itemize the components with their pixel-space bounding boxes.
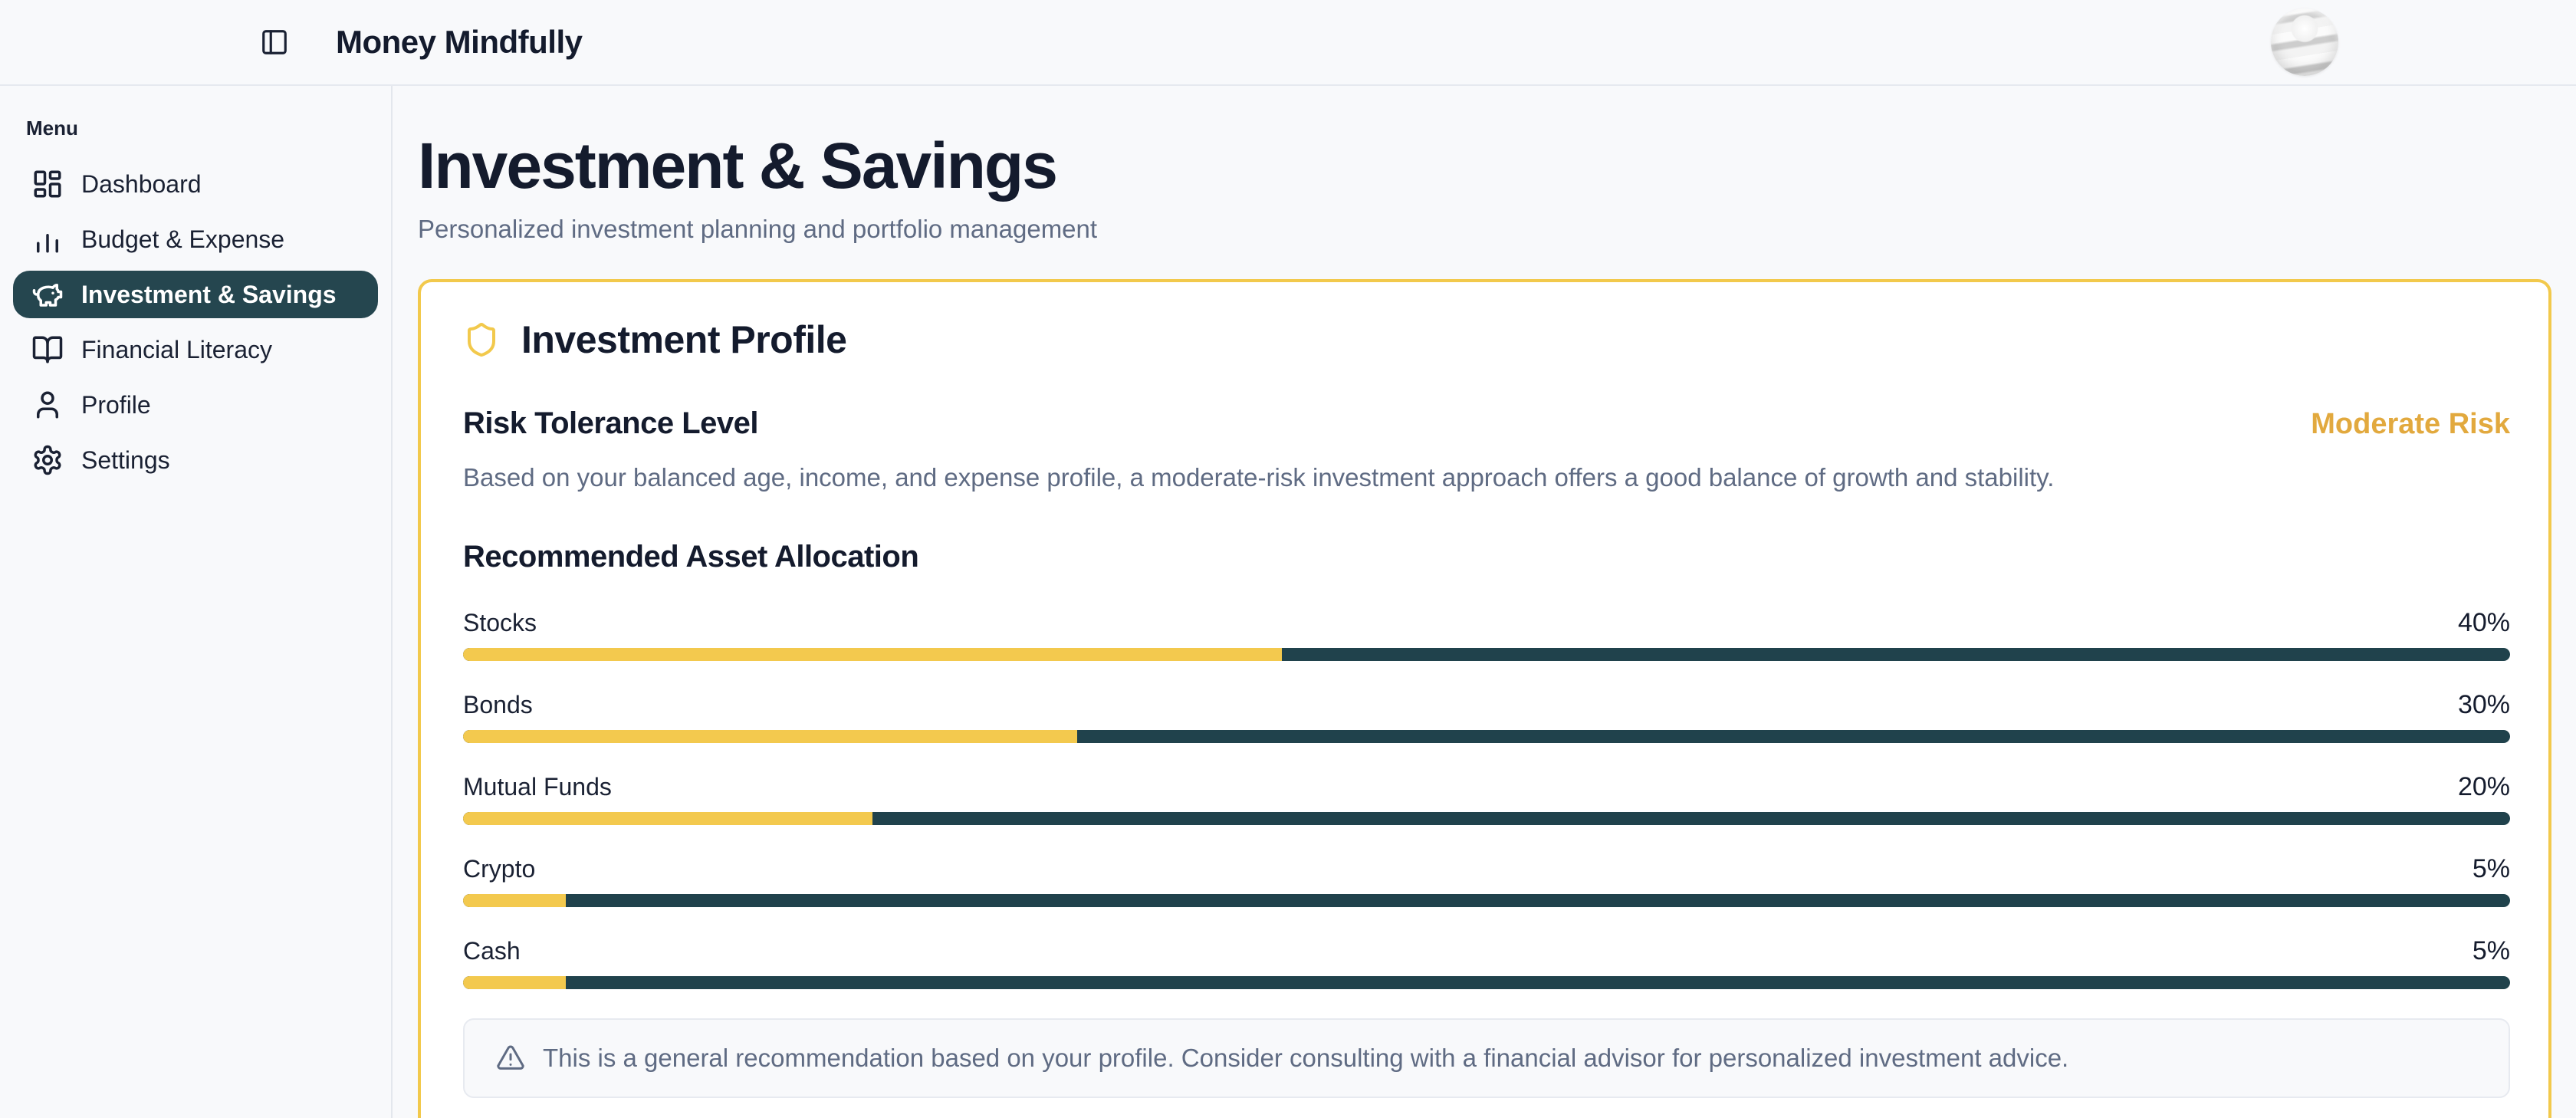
allocation-percent: 40%	[2457, 607, 2510, 637]
risk-level-badge: Moderate Risk	[2311, 408, 2510, 441]
panel-left-icon	[260, 28, 289, 57]
avatar[interactable]	[2271, 8, 2338, 76]
allocation-bar-track	[463, 647, 2510, 661]
allocation-bar-fill	[463, 647, 1282, 661]
gear-icon	[31, 444, 64, 476]
allocation-percent: 5%	[2472, 936, 2510, 965]
allocation-row: Crypto 5%	[463, 854, 2510, 907]
risk-description: Based on your balanced age, income, and …	[463, 463, 2055, 492]
allocation-bar-fill	[463, 975, 566, 989]
sidebar-item-label: Settings	[81, 446, 170, 474]
allocation-list: Stocks 40% Bonds 30% Mutual Funds 20% Cr…	[463, 608, 2510, 989]
user-icon	[31, 389, 64, 421]
allocation-row: Stocks 40%	[463, 608, 2510, 661]
allocation-heading: Recommended Asset Allocation	[463, 539, 919, 574]
allocation-bar-fill	[463, 893, 566, 907]
investment-profile-card: Investment Profile Risk Tolerance Level …	[418, 279, 2551, 1118]
risk-tolerance-row: Risk Tolerance Level Moderate Risk	[463, 406, 2510, 441]
allocation-bar-track	[463, 893, 2510, 907]
disclaimer-box: This is a general recommendation based o…	[463, 1018, 2510, 1098]
allocation-row: Bonds 30%	[463, 690, 2510, 743]
allocation-row: Mutual Funds 20%	[463, 772, 2510, 825]
card-header: Investment Profile	[463, 317, 2510, 362]
warning-triangle-icon	[495, 1043, 526, 1074]
sidebar-item-label: Budget & Expense	[81, 225, 285, 253]
sidebar-item-label: Profile	[81, 390, 151, 419]
allocation-percent: 30%	[2457, 689, 2510, 719]
allocation-bar-track	[463, 811, 2510, 825]
sidebar-item-label: Dashboard	[81, 169, 202, 198]
allocation-bar-track	[463, 975, 2510, 989]
allocation-label: Crypto	[463, 854, 536, 883]
dashboard-grid-icon	[31, 168, 64, 200]
sidebar-item-settings[interactable]: Settings	[13, 436, 378, 484]
card-title: Investment Profile	[521, 318, 847, 362]
sidebar-item-investment-savings[interactable]: Investment & Savings	[13, 271, 378, 318]
sidebar-item-budget-expense[interactable]: Budget & Expense	[13, 215, 378, 263]
allocation-percent: 20%	[2457, 771, 2510, 801]
sidebar-item-profile[interactable]: Profile	[13, 381, 378, 429]
open-book-icon	[31, 334, 64, 366]
sidebar: Menu Dashboard Budget & Expense Investme…	[0, 86, 393, 1118]
allocation-bar-fill	[463, 729, 1077, 743]
page-subtitle: Personalized investment planning and por…	[418, 215, 1098, 244]
allocation-bar-fill	[463, 811, 872, 825]
sidebar-item-financial-literacy[interactable]: Financial Literacy	[13, 326, 378, 373]
bar-chart-icon	[31, 223, 64, 255]
sidebar-toggle-button[interactable]	[253, 21, 296, 64]
page-title: Investment & Savings	[418, 130, 1058, 202]
piggy-bank-icon	[31, 278, 64, 311]
app-title: Money Mindfully	[336, 24, 583, 60]
sidebar-item-label: Investment & Savings	[81, 280, 337, 308]
disclaimer-text: This is a general recommendation based o…	[543, 1043, 2069, 1072]
allocation-label: Cash	[463, 936, 521, 965]
risk-tolerance-heading: Risk Tolerance Level	[463, 406, 759, 441]
allocation-bar-track	[463, 729, 2510, 743]
allocation-label: Mutual Funds	[463, 772, 612, 801]
allocation-label: Stocks	[463, 608, 537, 636]
allocation-row: Cash 5%	[463, 936, 2510, 989]
sidebar-item-dashboard[interactable]: Dashboard	[13, 160, 378, 208]
allocation-label: Bonds	[463, 690, 533, 718]
sidebar-menu-label: Menu	[26, 117, 78, 140]
sidebar-item-label: Financial Literacy	[81, 335, 272, 363]
main-content: Investment & Savings Personalized invest…	[393, 86, 2576, 1118]
app-header: Money Mindfully	[0, 0, 2576, 86]
allocation-percent: 5%	[2472, 853, 2510, 883]
shield-icon	[463, 321, 500, 358]
